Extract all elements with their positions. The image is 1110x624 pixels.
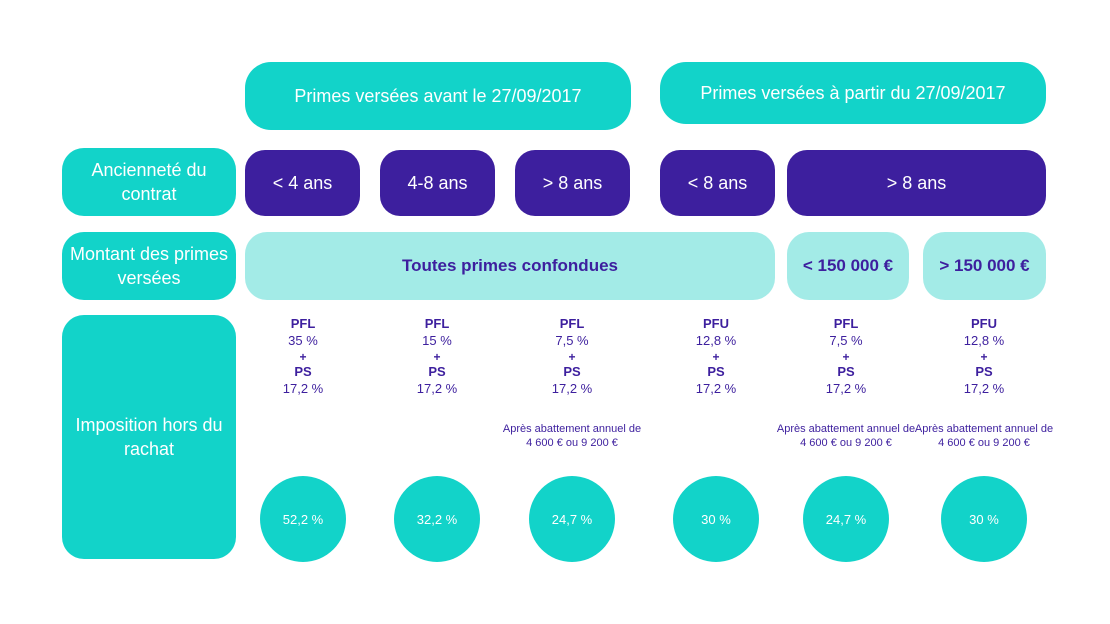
- allowance-note-6: Après abattement annuel de 4 600 € ou 9 …: [914, 423, 1054, 449]
- total-circle-5: 24,7 %: [803, 476, 889, 562]
- plus-sign: +: [980, 350, 988, 364]
- total-value: 24,7 %: [551, 511, 593, 527]
- ps-rate: 17,2 %: [282, 381, 324, 396]
- amount-above-150k: > 150 000 €: [923, 232, 1046, 300]
- header-before-label: Primes versées avant le 27/09/2017: [294, 85, 582, 106]
- ps-label: PS: [294, 364, 312, 379]
- total-circle-6: 30 %: [941, 476, 1027, 562]
- row-label-amount-text: Montant des primes versées: [69, 244, 229, 288]
- ps-rate: 17,2 %: [695, 381, 737, 396]
- amount-above-label: > 150 000 €: [939, 256, 1030, 275]
- age-pill-4: < 8 ans: [660, 150, 775, 216]
- age-pill-3-label: > 8 ans: [542, 172, 603, 193]
- ps-label: PS: [563, 364, 581, 379]
- ps-label: PS: [428, 364, 446, 379]
- tax-rate: 7,5 %: [829, 333, 863, 348]
- total-value: 52,2 %: [282, 511, 324, 527]
- tax-type: PFU: [971, 316, 997, 331]
- total-circle-4: 30 %: [673, 476, 759, 562]
- total-circle-1: 52,2 %: [260, 476, 346, 562]
- tax-type: PFL: [290, 316, 316, 331]
- tax-block-4: PFU 12,8 % + PS 17,2 %: [656, 316, 776, 398]
- tax-type: PFL: [424, 316, 450, 331]
- header-after-2017: Primes versées à partir du 27/09/2017: [660, 62, 1046, 124]
- tax-type: PFL: [833, 316, 859, 331]
- age-pill-4-label: < 8 ans: [687, 172, 748, 193]
- tax-type: PFL: [559, 316, 585, 331]
- tax-block-6: PFU 12,8 % + PS 17,2 %: [924, 316, 1044, 398]
- tax-rate: 12,8 %: [963, 333, 1005, 348]
- age-pill-2: 4-8 ans: [380, 150, 495, 216]
- tax-rate: 15 %: [422, 333, 452, 348]
- amount-below-150k: < 150 000 €: [787, 232, 909, 300]
- tax-block-2: PFL 15 % + PS 17,2 %: [377, 316, 497, 398]
- ps-rate: 17,2 %: [825, 381, 867, 396]
- row-label-age-text: Ancienneté du contrat: [91, 160, 207, 204]
- plus-sign: +: [712, 350, 720, 364]
- total-value: 30 %: [701, 511, 731, 527]
- age-pill-5-label: > 8 ans: [886, 172, 947, 193]
- plus-sign: +: [568, 350, 576, 364]
- total-circle-3: 24,7 %: [529, 476, 615, 562]
- plus-sign: +: [433, 350, 441, 364]
- amount-all-label: Toutes primes confondues: [402, 256, 618, 275]
- amount-below-label: < 150 000 €: [802, 256, 894, 275]
- plus-sign: +: [299, 350, 307, 364]
- row-label-amount: Montant des primes versées: [62, 232, 236, 300]
- tax-block-3: PFL 7,5 % + PS 17,2 %: [512, 316, 632, 398]
- ps-rate: 17,2 %: [551, 381, 593, 396]
- tax-block-1: PFL 35 % + PS 17,2 %: [243, 316, 363, 398]
- tax-rate: 12,8 %: [695, 333, 737, 348]
- header-after-label: Primes versées à partir du 27/09/2017: [700, 82, 1006, 103]
- row-label-age: Ancienneté du contrat: [62, 148, 236, 216]
- ps-label: PS: [837, 364, 855, 379]
- ps-label: PS: [975, 364, 993, 379]
- allowance-note-5: Après abattement annuel de 4 600 € ou 9 …: [776, 423, 916, 449]
- tax-rate: 35 %: [288, 333, 318, 348]
- ps-rate: 17,2 %: [416, 381, 458, 396]
- total-value: 30 %: [969, 511, 999, 527]
- total-value: 32,2 %: [416, 511, 458, 527]
- total-circle-2: 32,2 %: [394, 476, 480, 562]
- row-label-tax: Imposition hors du rachat: [62, 315, 236, 559]
- amount-all-premiums: Toutes primes confondues: [245, 232, 775, 300]
- age-pill-5: > 8 ans: [787, 150, 1046, 216]
- age-pill-3: > 8 ans: [515, 150, 630, 216]
- tax-rate: 7,5 %: [555, 333, 589, 348]
- plus-sign: +: [842, 350, 850, 364]
- row-label-tax-text: Imposition hors du rachat: [75, 415, 223, 459]
- ps-rate: 17,2 %: [963, 381, 1005, 396]
- age-pill-2-label: 4-8 ans: [407, 172, 468, 193]
- tax-type: PFU: [703, 316, 729, 331]
- total-value: 24,7 %: [825, 511, 867, 527]
- header-before-2017: Primes versées avant le 27/09/2017: [245, 62, 631, 130]
- age-pill-1-label: < 4 ans: [272, 172, 333, 193]
- age-pill-1: < 4 ans: [245, 150, 360, 216]
- tax-block-5: PFL 7,5 % + PS 17,2 %: [786, 316, 906, 398]
- allowance-note-3: Après abattement annuel de 4 600 € ou 9 …: [502, 423, 642, 449]
- ps-label: PS: [707, 364, 725, 379]
